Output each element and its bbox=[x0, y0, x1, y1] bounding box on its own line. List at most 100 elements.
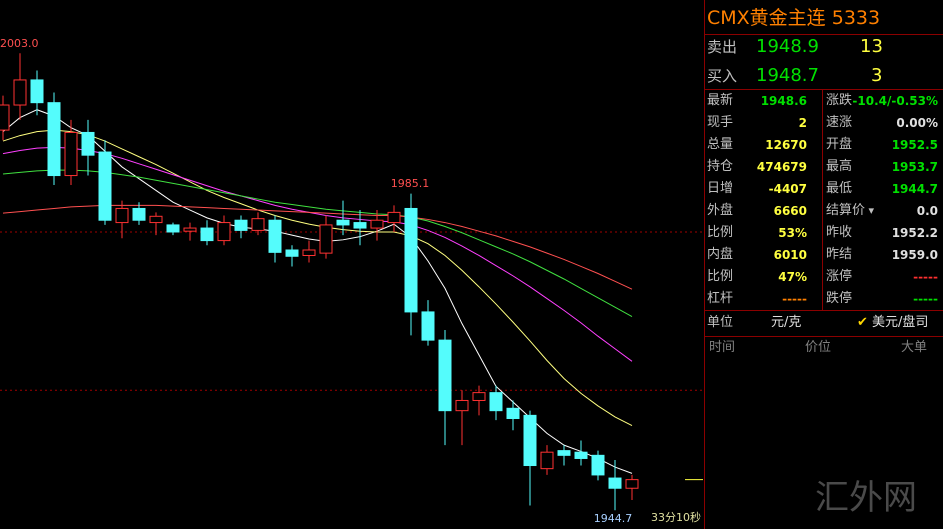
quote-label: 最新 bbox=[707, 93, 734, 108]
candle-body bbox=[0, 104, 10, 131]
candle-body bbox=[302, 249, 316, 256]
quote-value: ----- bbox=[782, 292, 807, 306]
unit-option-text: 美元/盘司 bbox=[872, 315, 929, 330]
quote-value: ----- bbox=[913, 270, 938, 284]
watermark: 汇外网 bbox=[815, 478, 917, 518]
candle-body bbox=[591, 454, 605, 476]
quote-value: 53% bbox=[778, 226, 807, 240]
quote-label: 最高 bbox=[826, 159, 853, 174]
candle-body bbox=[251, 218, 265, 231]
column-header: 时间 bbox=[709, 340, 736, 355]
quote-label: 比例 bbox=[707, 269, 734, 284]
quote-label[interactable]: 结算价 ▾ bbox=[826, 203, 875, 218]
unit-option[interactable]: 元/克 bbox=[771, 315, 802, 330]
unit-option-selected[interactable]: ✔ 美元/盘司 bbox=[857, 315, 929, 330]
quote-label: 外盘 bbox=[707, 203, 734, 218]
candle-body bbox=[166, 224, 180, 233]
quote-value: 1959.0 bbox=[891, 248, 938, 262]
quote-label: 杠杆 bbox=[707, 291, 734, 306]
quote-label: 昨结 bbox=[826, 247, 853, 262]
moving-average bbox=[2, 129, 633, 426]
quote-value: 2 bbox=[798, 116, 807, 130]
quote-label: 昨收 bbox=[826, 225, 853, 240]
quote-value: 12670 bbox=[765, 138, 807, 152]
candle-body bbox=[30, 79, 44, 104]
quote-value: 474679 bbox=[756, 160, 807, 174]
candle-body bbox=[370, 219, 384, 229]
panel-title: CMX黄金主连 5333 bbox=[707, 6, 880, 30]
candle-body bbox=[421, 311, 435, 341]
column-header: 大单 bbox=[901, 340, 928, 355]
candle-body bbox=[132, 207, 146, 221]
candlestick-chart: 2003.0 1985.1 1944.7 33分10秒 bbox=[0, 37, 703, 525]
quote-value: 0.00% bbox=[896, 116, 938, 130]
ask-volume: 13 bbox=[860, 36, 883, 57]
candle-body bbox=[64, 131, 78, 177]
quote-label: 现手 bbox=[707, 115, 734, 130]
candle-body bbox=[404, 207, 418, 313]
candle-body bbox=[557, 450, 571, 456]
candle-body bbox=[268, 219, 282, 253]
moving-average bbox=[2, 204, 633, 290]
candle-body bbox=[149, 215, 163, 224]
candle-body bbox=[285, 249, 299, 257]
candle-body bbox=[489, 392, 503, 412]
bid-label: 买入 bbox=[707, 67, 738, 85]
candle-body bbox=[574, 451, 588, 459]
unit-label: 单位 bbox=[707, 315, 734, 330]
candle-body bbox=[336, 219, 350, 226]
quote-panel: CMX黄金主连 5333 卖出 1948.9 13 买入 1948.7 3 最新… bbox=[704, 0, 943, 529]
low-label: 1944.7 bbox=[594, 512, 633, 525]
quote-label: 日增 bbox=[707, 181, 734, 196]
quote-value: 6010 bbox=[773, 248, 807, 262]
candle-body bbox=[183, 227, 197, 232]
quote-value: 47% bbox=[778, 270, 807, 284]
candle-body bbox=[115, 207, 129, 224]
candle-body bbox=[200, 227, 214, 242]
quote-value: -4407 bbox=[768, 182, 807, 196]
candle-body bbox=[81, 131, 95, 156]
quote-label: 总量 bbox=[707, 137, 734, 152]
quote-value: 1948.6 bbox=[760, 94, 807, 108]
candle-body bbox=[506, 407, 520, 419]
peak-label: 1985.1 bbox=[391, 177, 430, 190]
candle-body bbox=[438, 339, 452, 412]
quote-value: 1952.2 bbox=[891, 226, 938, 240]
quote-value: 6660 bbox=[773, 204, 807, 218]
quote-label: 开盘 bbox=[826, 137, 853, 152]
quote-value: 1944.7 bbox=[891, 182, 938, 196]
candle-body bbox=[455, 399, 469, 412]
quote-value: 1952.5 bbox=[891, 138, 938, 152]
candle-body bbox=[13, 79, 27, 106]
candle-body bbox=[353, 222, 367, 229]
candle-body bbox=[625, 479, 639, 489]
symbol-name: CMX黄金主连 bbox=[707, 7, 826, 29]
countdown: 33分10秒 bbox=[651, 510, 701, 524]
quote-label: 跌停 bbox=[826, 291, 853, 306]
candle-body bbox=[319, 224, 333, 254]
candle-body bbox=[540, 451, 554, 470]
quote-value: ----- bbox=[913, 292, 938, 306]
candle-body bbox=[47, 102, 61, 177]
quote-label: 内盘 bbox=[707, 247, 734, 262]
column-header: 价位 bbox=[805, 340, 832, 355]
bid-volume: 3 bbox=[871, 65, 883, 86]
quote-label: 速涨 bbox=[826, 115, 853, 130]
symbol-code: 5333 bbox=[831, 7, 881, 29]
quote-label: 最低 bbox=[826, 181, 853, 196]
quote-label: 比例 bbox=[707, 225, 734, 240]
quote-value: -10.4/-0.53% bbox=[852, 94, 938, 108]
candle-body bbox=[387, 211, 401, 224]
candle-body bbox=[217, 222, 231, 242]
candle-body bbox=[234, 219, 248, 231]
quote-label: 涨停 bbox=[826, 269, 853, 284]
moving-average bbox=[2, 169, 633, 318]
ask-price: 1948.9 bbox=[756, 36, 819, 57]
candle-body bbox=[98, 151, 112, 221]
candle-body bbox=[608, 477, 622, 489]
quote-value: 0.0 bbox=[916, 204, 938, 218]
candle-body bbox=[472, 392, 486, 401]
candle-body bbox=[523, 414, 537, 467]
moving-average bbox=[2, 146, 633, 362]
